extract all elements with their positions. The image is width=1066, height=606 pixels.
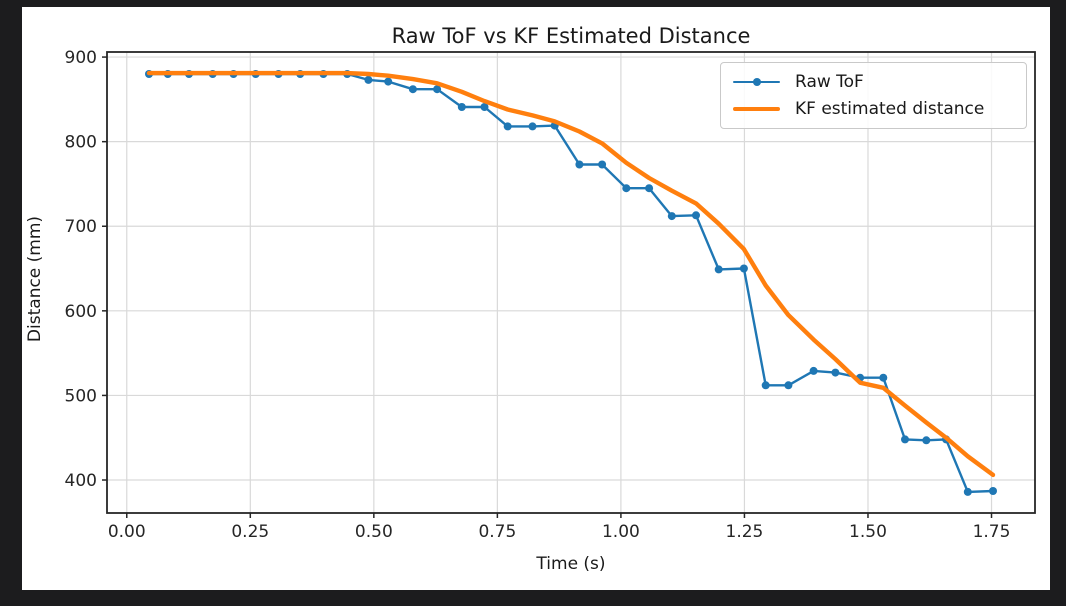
x-tick-label: 0.25 xyxy=(231,522,269,542)
legend-label-kf-estimate: KF estimated distance xyxy=(795,99,985,119)
series-marker xyxy=(809,366,818,375)
series-marker xyxy=(667,212,676,221)
legend-entry-raw-tof: Raw ToF xyxy=(733,72,1014,92)
series-marker xyxy=(739,264,748,273)
chart-title: Raw ToF vs KF Estimated Distance xyxy=(392,24,751,48)
series-marker xyxy=(457,103,466,111)
series-marker xyxy=(963,487,972,496)
series-marker xyxy=(480,103,489,111)
y-tick-label: 600 xyxy=(65,302,97,322)
series-marker xyxy=(989,487,997,495)
y-tick-label: 800 xyxy=(65,133,97,153)
series-marker xyxy=(645,184,654,193)
x-tick-label: 0.75 xyxy=(478,522,516,542)
y-tick-label: 500 xyxy=(65,386,97,406)
series-marker xyxy=(408,85,417,94)
series-line-0 xyxy=(147,72,995,494)
x-tick-label: 1.50 xyxy=(849,522,887,542)
chart-figure: 0.00 0.25 0.50 0.75 1.00 1.25 1.50 1.75 400 500 60… xyxy=(22,7,1050,590)
x-axis-label: Time (s) xyxy=(535,554,605,574)
series-marker xyxy=(784,381,793,390)
x-tick-label: 0.00 xyxy=(108,522,146,542)
axes-spines xyxy=(106,51,1036,514)
x-tick-label: 0.50 xyxy=(355,522,393,542)
legend-entry-kf-estimate: KF estimated distance xyxy=(733,99,1014,119)
series-marker xyxy=(692,211,700,220)
x-tick-label: 1.00 xyxy=(602,522,640,542)
y-axis-label: Distance (mm) xyxy=(25,216,45,342)
y-tick-label: 700 xyxy=(65,217,97,237)
series-marker xyxy=(384,77,393,86)
series-marker xyxy=(879,373,888,382)
x-tick-label: 1.75 xyxy=(973,522,1011,542)
series-marker xyxy=(598,160,607,169)
series-marker xyxy=(761,381,770,390)
legend-label-raw-tof: Raw ToF xyxy=(795,72,864,92)
series-marker xyxy=(714,265,723,274)
series-marker xyxy=(528,122,537,131)
legend: Raw ToF KF estimated distance xyxy=(720,62,1027,129)
series-marker xyxy=(503,122,512,131)
legend-line-kf-estimate-icon xyxy=(733,103,780,115)
series-marker xyxy=(622,184,631,193)
series-marker xyxy=(901,435,909,444)
series-marker xyxy=(364,75,373,84)
legend-line-raw-tof-icon xyxy=(733,76,780,88)
series-marker xyxy=(831,368,840,377)
x-tick-label: 1.25 xyxy=(726,522,764,542)
y-tick-label: 900 xyxy=(65,48,97,68)
series-marker xyxy=(922,436,931,445)
series-marker xyxy=(575,160,584,169)
series-line-1 xyxy=(146,70,996,478)
y-tick-label: 400 xyxy=(65,471,97,491)
series-marker xyxy=(433,85,442,94)
